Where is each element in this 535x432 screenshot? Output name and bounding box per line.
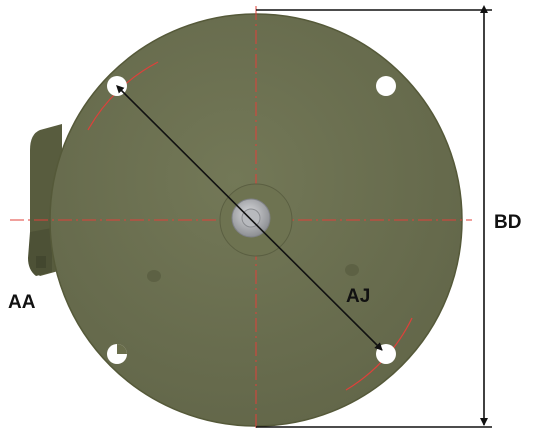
flange-recess-right xyxy=(345,264,359,276)
label-aa: AA xyxy=(8,292,36,313)
flange-recess-left xyxy=(147,270,161,282)
shaft-hub-icon xyxy=(219,183,293,257)
aj-dimension-line xyxy=(116,85,383,351)
label-bd: BD xyxy=(494,212,521,233)
label-aj: AJ xyxy=(346,286,370,307)
